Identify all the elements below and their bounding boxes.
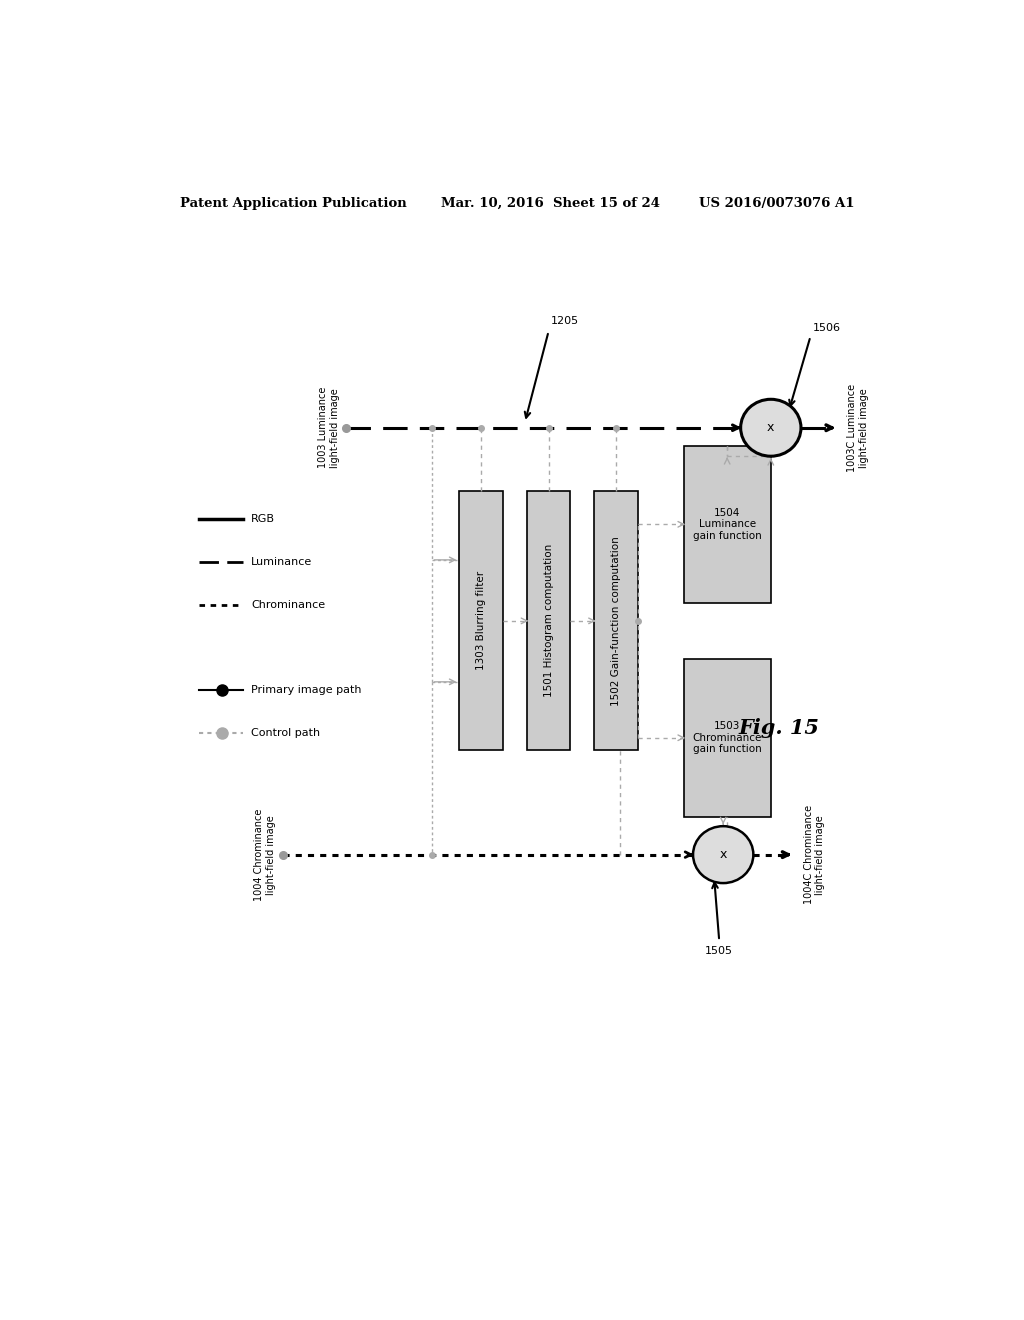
FancyBboxPatch shape bbox=[526, 491, 570, 751]
Text: US 2016/0073076 A1: US 2016/0073076 A1 bbox=[699, 197, 855, 210]
Text: Fig. 15: Fig. 15 bbox=[738, 718, 819, 738]
Text: 1003 Luminance
light-field image: 1003 Luminance light-field image bbox=[318, 387, 340, 469]
Text: Control path: Control path bbox=[251, 727, 321, 738]
Text: 1003C Luminance
light-field image: 1003C Luminance light-field image bbox=[847, 384, 869, 471]
FancyBboxPatch shape bbox=[684, 446, 771, 603]
Ellipse shape bbox=[740, 399, 801, 457]
Text: RGB: RGB bbox=[251, 515, 275, 524]
Text: 1004C Chrominance
light-field image: 1004C Chrominance light-field image bbox=[804, 805, 825, 904]
Text: 1503
Chrominance
gain function: 1503 Chrominance gain function bbox=[692, 721, 762, 754]
Text: 1505: 1505 bbox=[706, 946, 733, 956]
Ellipse shape bbox=[693, 826, 754, 883]
Text: Patent Application Publication: Patent Application Publication bbox=[179, 197, 407, 210]
Text: x: x bbox=[767, 421, 774, 434]
FancyBboxPatch shape bbox=[684, 659, 771, 817]
Text: 1504
Luminance
gain function: 1504 Luminance gain function bbox=[693, 508, 762, 541]
FancyBboxPatch shape bbox=[594, 491, 638, 751]
Text: Mar. 10, 2016  Sheet 15 of 24: Mar. 10, 2016 Sheet 15 of 24 bbox=[441, 197, 660, 210]
Text: 1506: 1506 bbox=[813, 323, 841, 333]
Text: 1501 Histogram computation: 1501 Histogram computation bbox=[544, 544, 554, 697]
Text: 1004 Chrominance
light-field image: 1004 Chrominance light-field image bbox=[255, 808, 276, 900]
Text: x: x bbox=[720, 849, 727, 861]
FancyBboxPatch shape bbox=[460, 491, 503, 751]
Text: 1205: 1205 bbox=[551, 315, 580, 326]
Text: Luminance: Luminance bbox=[251, 557, 312, 566]
Text: Primary image path: Primary image path bbox=[251, 685, 361, 694]
Text: Chrominance: Chrominance bbox=[251, 599, 326, 610]
Text: 1303 Blurring filter: 1303 Blurring filter bbox=[476, 572, 486, 671]
Text: 1502 Gain-function computation: 1502 Gain-function computation bbox=[611, 536, 622, 706]
